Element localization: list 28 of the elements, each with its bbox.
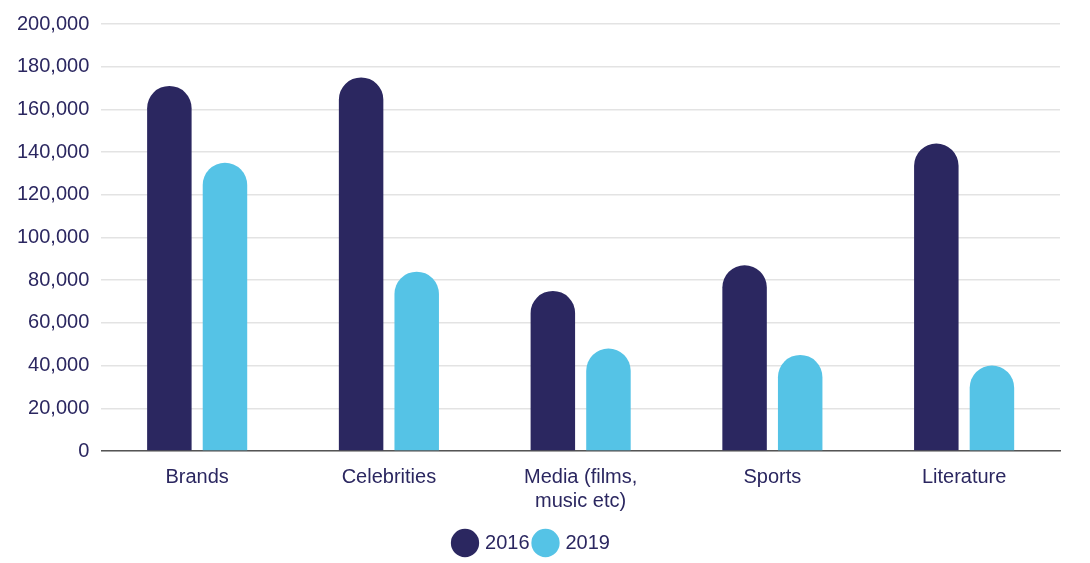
bar [722, 265, 767, 451]
y-tick-label: 160,000 [17, 96, 90, 119]
legend-label: 2019 [565, 530, 610, 553]
bar [777, 354, 823, 451]
y-tick-label: 140,000 [17, 139, 90, 162]
bar [394, 271, 439, 451]
y-tick-label: 60,000 [28, 310, 90, 333]
y-tick-label: 180,000 [17, 54, 90, 77]
x-tick-label: Media (films, music etc) [523, 464, 638, 511]
x-tick-label: Celebrities [341, 464, 437, 487]
bar [914, 143, 959, 451]
y-tick-label: 20,000 [28, 395, 90, 418]
bar [969, 365, 1015, 451]
y-tick-label: 200,000 [17, 11, 90, 34]
bar [147, 85, 192, 451]
y-tick-label: 80,000 [28, 267, 90, 290]
y-tick-label: 0 [78, 438, 90, 461]
bar [338, 77, 384, 451]
y-tick-label: 120,000 [17, 182, 90, 205]
y-tick-label: 40,000 [28, 353, 90, 376]
legend-label: 2016 [485, 530, 530, 553]
x-tick-label: Brands [165, 464, 229, 487]
x-tick-label: Literature [921, 464, 1007, 487]
bar [586, 348, 631, 451]
y-tick-label: 100,000 [17, 225, 90, 248]
bar [530, 290, 576, 451]
x-tick-label: Sports [743, 464, 802, 487]
bar [202, 162, 248, 451]
